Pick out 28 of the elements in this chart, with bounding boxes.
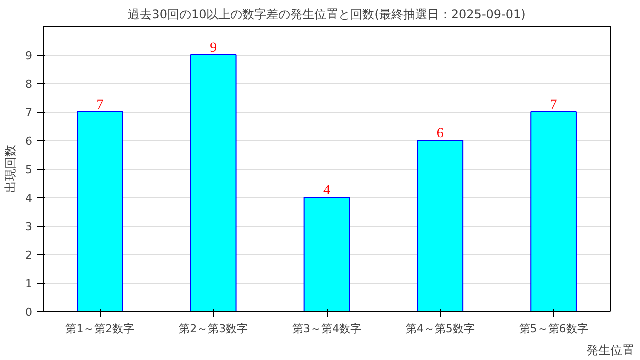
bar <box>77 112 124 312</box>
bar <box>417 140 464 312</box>
y-tick-label: 2 <box>26 249 32 262</box>
y-tick-label: 1 <box>26 278 32 290</box>
data-label: 6 <box>436 126 444 142</box>
y-tick-label: 0 <box>26 306 32 319</box>
data-label: 7 <box>550 98 558 113</box>
y-tick-label: 6 <box>26 135 32 148</box>
y-tick-label: 3 <box>26 220 32 234</box>
y-tick-label: 8 <box>26 78 32 91</box>
x-axis-title: 発生位置 <box>586 344 634 358</box>
x-tick-label: 第4～第5数字 <box>406 322 475 336</box>
bar <box>530 112 577 312</box>
x-tick-label: 第1～第2数字 <box>66 322 135 336</box>
bar <box>304 197 350 312</box>
x-tick-label: 第2～第3数字 <box>179 322 248 336</box>
data-label: 4 <box>324 184 330 198</box>
chart-title: 過去30回の10以上の数字差の発生位置と回数(最終抽選日：2025-09-01) <box>128 8 526 22</box>
x-tick-label: 第3～第4数字 <box>292 322 362 336</box>
y-tick-label: 5 <box>26 164 32 176</box>
y-tick-label: 7 <box>26 106 32 120</box>
y-axis-title: 出現回数 <box>4 145 18 193</box>
data-label: 7 <box>96 98 104 113</box>
data-label: 9 <box>210 41 218 56</box>
x-tick-label: 第5～第6数字 <box>519 322 588 336</box>
y-tick-label: 9 <box>26 50 32 62</box>
y-tick-label: 4 <box>26 192 32 205</box>
bar <box>190 54 237 312</box>
